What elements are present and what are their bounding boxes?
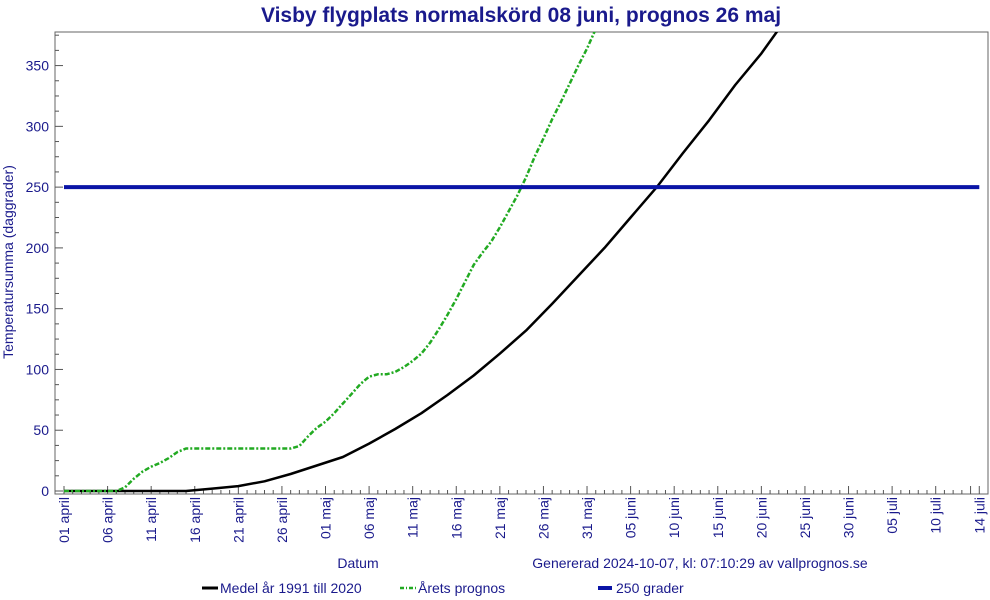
generated-footer: Genererad 2024-10-07, kl: 07:10:29 av va…: [532, 555, 868, 571]
y-tick-label: 50: [33, 422, 49, 438]
y-tick-label: 150: [26, 301, 50, 317]
x-tick-label: 05 juli: [884, 497, 900, 534]
x-tick-label: 11 maj: [405, 497, 421, 538]
x-tick-label: 20 juni: [753, 497, 769, 538]
legend-label-prognos: Årets prognos: [418, 580, 505, 596]
x-tick-label: 06 maj: [361, 497, 377, 539]
x-tick-label: 01 april: [56, 497, 72, 543]
x-tick-label: 16 maj: [448, 497, 464, 539]
x-tick-label: 26 maj: [535, 497, 551, 539]
x-tick-label: 30 juni: [841, 497, 857, 538]
series-layer: [64, 32, 980, 493]
plot-area-frame: [54, 31, 989, 495]
y-axis: 0 50 100 150 200 250 300 350: [26, 34, 63, 499]
legend-label-medel: Medel år 1991 till 2020: [220, 580, 362, 596]
x-tick-label: 06 april: [100, 497, 116, 543]
series-line-1: [64, 32, 596, 493]
x-tick-label: 21 maj: [492, 497, 508, 539]
y-tick-label: 200: [26, 240, 50, 256]
series-line-0: [64, 32, 779, 493]
y-tick-label: 300: [26, 118, 50, 134]
x-axis-label: Datum: [337, 555, 378, 571]
x-tick-label: 16 april: [187, 497, 203, 543]
x-tick-label: 10 juli: [928, 497, 944, 534]
x-tick-label: 05 juni: [623, 497, 639, 538]
x-tick-label: 14 juli: [971, 497, 987, 534]
y-tick-label: 350: [26, 58, 50, 74]
y-axis-label: Temperatursumma (daggrader): [0, 165, 16, 359]
legend: Medel år 1991 till 2020 Årets prognos 25…: [202, 580, 684, 596]
legend-label-250: 250 grader: [616, 580, 684, 596]
x-tick-label: 01 maj: [318, 497, 334, 539]
x-tick-label: 26 april: [274, 497, 290, 543]
x-tick-label: 21 april: [230, 497, 246, 543]
y-tick-label: 250: [26, 179, 50, 195]
x-tick-label: 11 april: [143, 497, 159, 542]
chart-title: Visby flygplats normalskörd 08 juni, pro…: [261, 4, 781, 27]
x-tick-label: 25 juni: [797, 497, 813, 538]
x-tick-label: 15 juni: [710, 497, 726, 538]
y-tick-label: 100: [26, 361, 50, 377]
y-tick-label: 0: [41, 483, 49, 499]
x-tick-label: 31 maj: [579, 497, 595, 539]
x-axis: 01 april 06 april 11 april 16 april 21 april…: [56, 486, 987, 543]
x-tick-label: 10 juni: [666, 497, 682, 538]
